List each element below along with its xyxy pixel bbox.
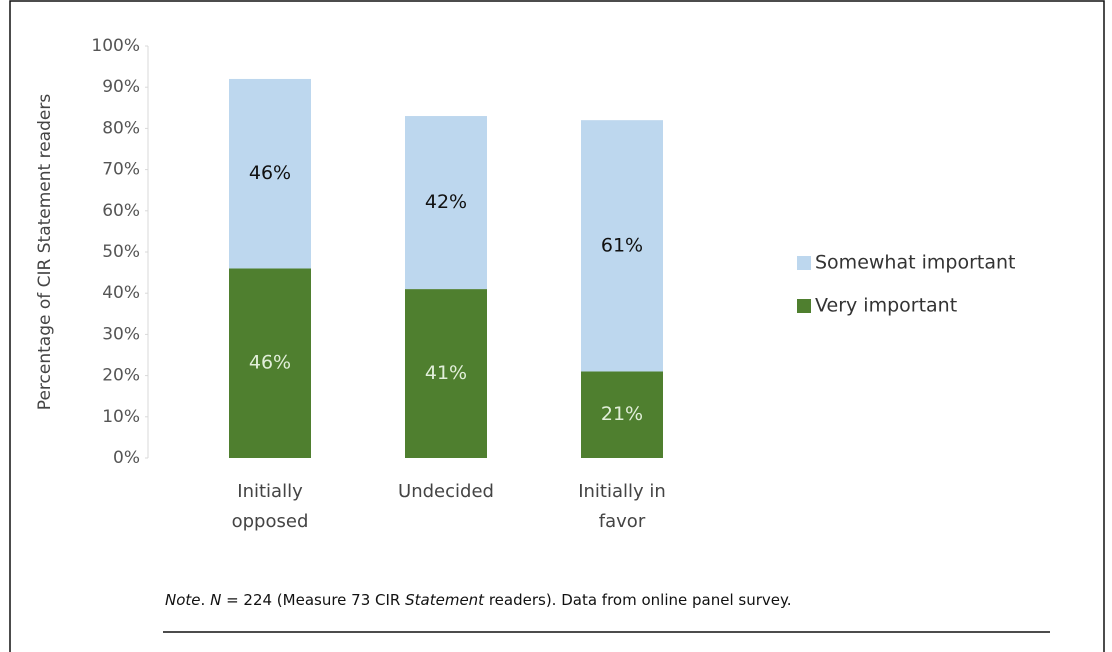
bar-segment bbox=[405, 116, 487, 290]
note-part: . bbox=[201, 591, 211, 609]
bar-segment bbox=[581, 371, 663, 458]
x-tick-label: Undecided bbox=[398, 481, 494, 502]
x-tick-label: Initially in bbox=[578, 481, 666, 502]
y-tick-label: 80% bbox=[102, 118, 140, 138]
y-tick-label: 20% bbox=[102, 366, 140, 386]
bar-segment bbox=[229, 268, 311, 458]
data-label: 41% bbox=[425, 362, 467, 384]
note-part: Note bbox=[165, 591, 201, 609]
legend-swatch bbox=[797, 256, 811, 270]
y-axis-label: Percentage of CIR Statement readers bbox=[35, 94, 55, 411]
legend-swatch bbox=[797, 299, 811, 313]
legend-label: Very important bbox=[815, 295, 957, 317]
note-part: N bbox=[210, 591, 221, 609]
y-tick-label: 60% bbox=[102, 201, 140, 221]
note-part: Statement bbox=[405, 591, 485, 609]
bar-segment bbox=[581, 120, 663, 372]
data-label: 42% bbox=[425, 191, 467, 213]
y-tick-label: 50% bbox=[102, 242, 140, 262]
y-tick-label: 90% bbox=[102, 77, 140, 97]
data-label: 61% bbox=[601, 234, 643, 256]
y-tick-label: 40% bbox=[102, 283, 140, 303]
frame bbox=[9, 0, 1105, 652]
note: Note. N = 224 (Measure 73 CIR Statement … bbox=[165, 591, 791, 609]
note-part: = 224 (Measure 73 CIR bbox=[221, 591, 405, 609]
x-tick-label: opposed bbox=[232, 511, 309, 532]
y-tick-label: 0% bbox=[113, 448, 140, 468]
data-label: 46% bbox=[249, 352, 291, 374]
legend-label: Somewhat important bbox=[815, 252, 1015, 274]
y-tick-label: 100% bbox=[91, 36, 140, 56]
y-tick-label: 10% bbox=[102, 407, 140, 427]
bar-segment bbox=[405, 289, 487, 458]
data-label: 46% bbox=[249, 162, 291, 184]
data-label: 21% bbox=[601, 403, 643, 425]
bar-segment bbox=[229, 78, 311, 269]
note-part: readers). Data from online panel survey. bbox=[484, 591, 791, 609]
y-tick-label: 30% bbox=[102, 324, 140, 344]
x-tick-label: favor bbox=[599, 511, 646, 532]
y-tick-label: 70% bbox=[102, 160, 140, 180]
x-tick-label: Initially bbox=[237, 481, 303, 502]
